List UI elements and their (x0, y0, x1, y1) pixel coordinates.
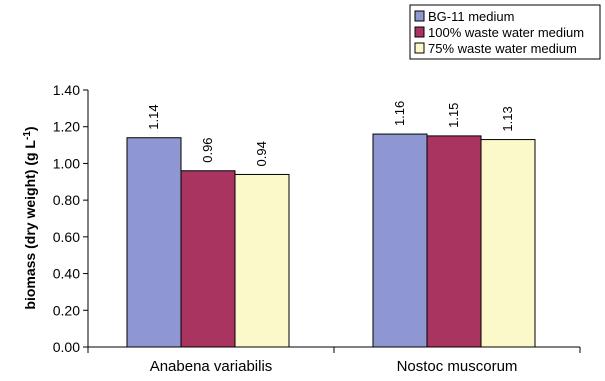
y-tick-label: 0.20 (53, 302, 80, 318)
y-tick-label: 0.40 (53, 266, 80, 282)
y-axis-label-close: ) (22, 126, 38, 131)
bars: 1.14 0.96 0.94 1.16 1.15 1.13 (126, 101, 536, 348)
bar (480, 139, 536, 348)
y-tick-label: 0.00 (53, 339, 80, 355)
bar (126, 137, 182, 348)
data-label: 1.13 (500, 106, 515, 131)
legend-label: 75% waste water medium (428, 41, 577, 56)
bar (426, 135, 482, 348)
legend-swatch (414, 26, 425, 38)
legend-box (409, 4, 601, 60)
bar (372, 133, 428, 348)
y-tick-label: 1.40 (53, 82, 80, 98)
bar (234, 173, 290, 348)
y-axis-label-sup: -1 (22, 131, 33, 140)
bar (180, 170, 236, 348)
x-tick-label: Anabena variabilis (150, 358, 273, 375)
legend-swatch (414, 42, 425, 54)
y-axis: 0.00 0.20 0.40 0.60 0.80 1.00 1.20 1.40 (53, 82, 89, 355)
legend-label: 100% waste water medium (428, 25, 584, 40)
data-label: 0.96 (200, 137, 215, 162)
x-tick-label: Nostoc muscorum (397, 358, 518, 375)
legend-swatch (414, 10, 425, 22)
y-tick-label: 0.80 (53, 192, 80, 208)
y-axis-label: biomass (dry weight) (g L-1) (22, 126, 39, 309)
y-axis-label-main: biomass (dry weight) (g L (22, 140, 38, 310)
data-label: 0.94 (254, 141, 269, 166)
y-tick-label: 1.00 (53, 155, 80, 171)
x-axis: Anabena variabilis Nostoc muscorum (87, 346, 581, 375)
data-label: 1.15 (446, 103, 461, 128)
data-label: 1.16 (392, 101, 407, 126)
y-tick-label: 0.60 (53, 229, 80, 245)
data-label: 1.14 (146, 104, 161, 129)
y-tick-label: 1.20 (53, 119, 80, 135)
legend-label: BG-11 medium (428, 9, 514, 24)
